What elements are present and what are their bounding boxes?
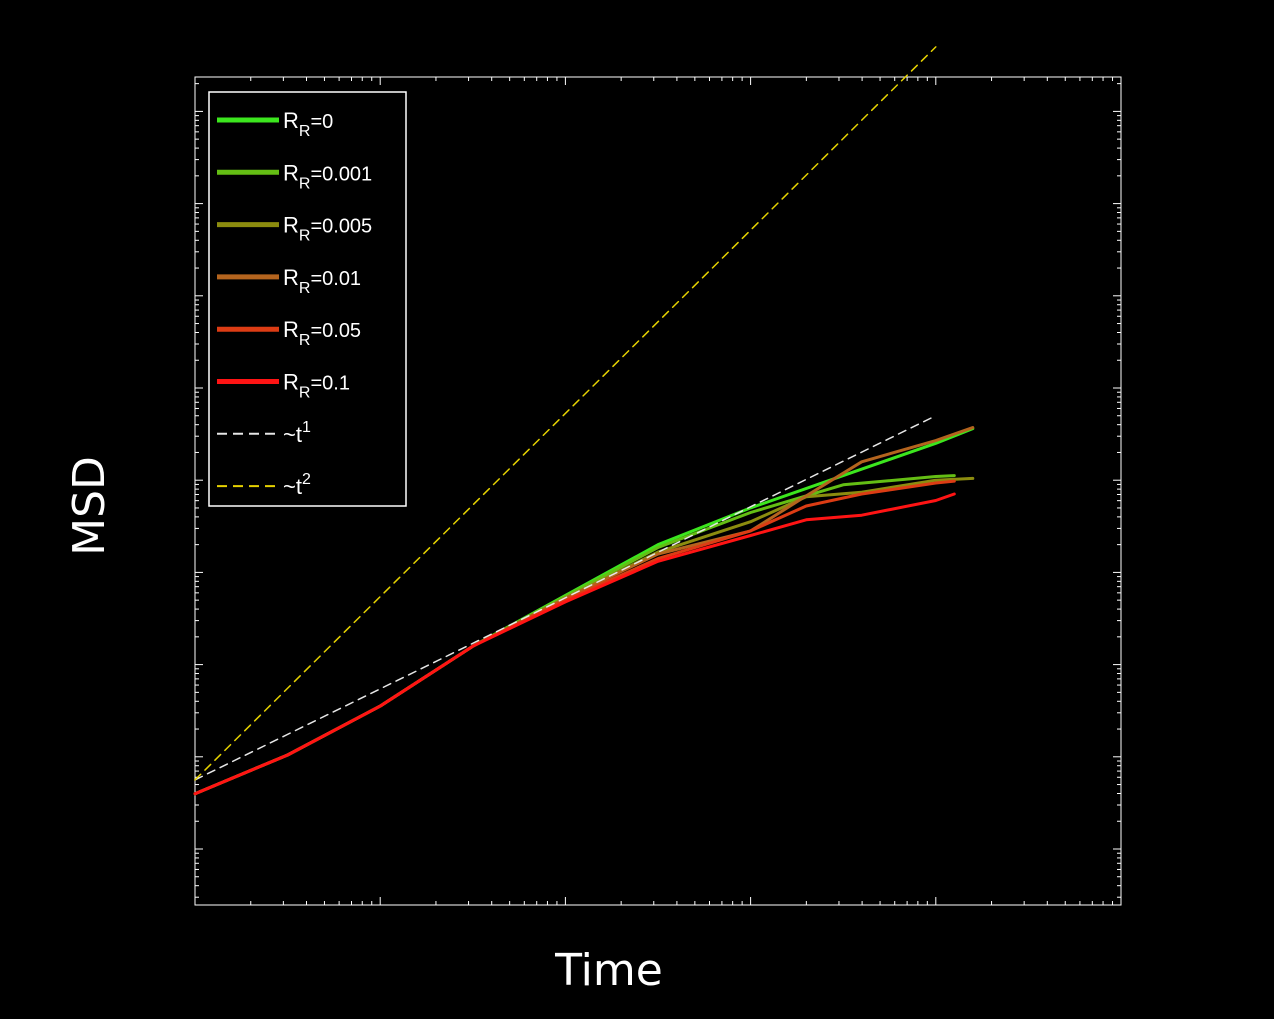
legend-label-3: RR=0.01 [283, 265, 361, 297]
legend-label-0: RR=0 [283, 108, 333, 140]
series-layer [193, 46, 975, 796]
y-axis-title: MSD [64, 456, 115, 556]
legend-label-7: ~t2 [283, 471, 311, 499]
series-line-7 [194, 46, 937, 781]
legend-label-4: RR=0.05 [283, 317, 361, 349]
x-axis-title: Time [554, 945, 663, 996]
series-line-5 [193, 492, 956, 796]
plot-frame [194, 76, 1122, 906]
legend-box [208, 91, 407, 507]
axis-ticks [194, 77, 1122, 905]
series-line-6 [194, 414, 937, 781]
legend-label-2: RR=0.005 [283, 213, 372, 245]
plot-border [194, 76, 1122, 906]
legend-label-6: ~t1 [283, 419, 311, 447]
legend-label-5: RR=0.1 [283, 370, 350, 402]
series-line-1 [193, 474, 956, 796]
legend: RR=0 RR=0.001 RR=0.005 RR=0.01 RR=0.05 RR=0.1… [208, 91, 407, 507]
legend-label-1: RR=0.001 [283, 160, 372, 192]
series-line-4 [193, 479, 956, 796]
series-line-2 [193, 476, 975, 796]
